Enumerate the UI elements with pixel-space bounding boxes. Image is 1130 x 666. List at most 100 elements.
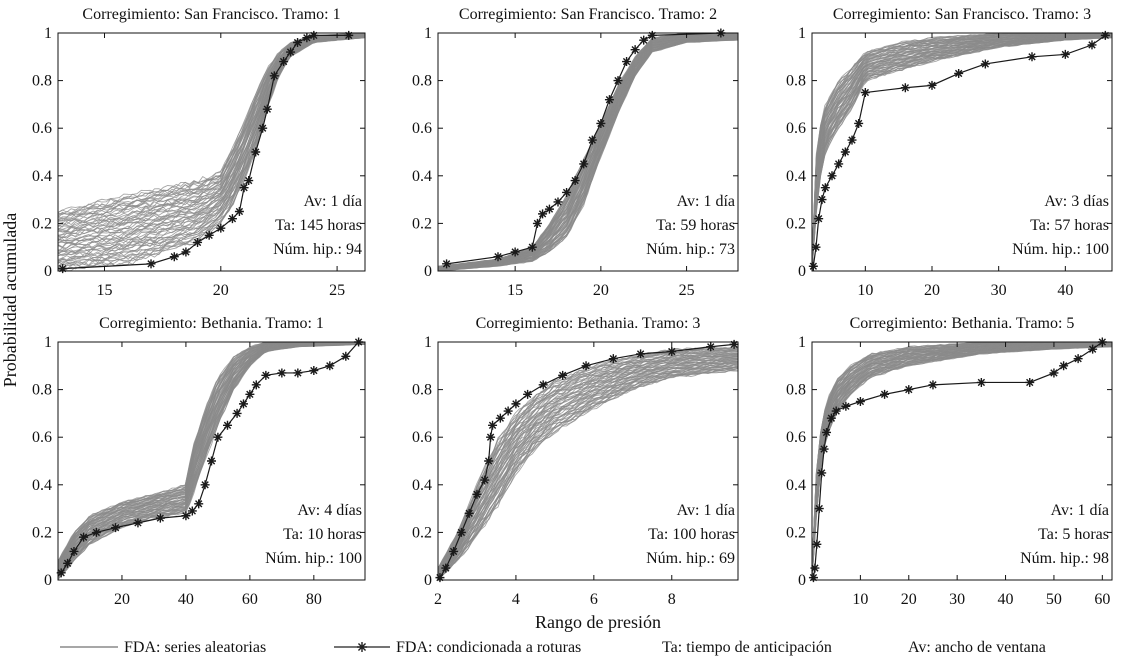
random-series-line bbox=[438, 364, 738, 578]
panel-annotation: Núm. hip.: 100 bbox=[265, 550, 362, 567]
conditional-point bbox=[1073, 354, 1083, 364]
x-tick-label: 15 bbox=[507, 282, 523, 299]
conditional-point bbox=[814, 214, 824, 224]
x-tick-label: 40 bbox=[1057, 282, 1073, 299]
conditional-point bbox=[181, 247, 191, 257]
y-tick-label: 0.2 bbox=[786, 215, 806, 232]
panel-annotation: Núm. hip.: 73 bbox=[646, 241, 735, 258]
conditional-point bbox=[58, 264, 68, 274]
conditional-point bbox=[277, 368, 287, 378]
panel-title: Corregimiento: Bethania. Tramo: 3 bbox=[476, 315, 701, 332]
y-tick-label: 0.8 bbox=[786, 73, 806, 90]
conditional-point bbox=[544, 204, 554, 214]
conditional-point bbox=[269, 71, 279, 81]
conditional-point bbox=[1088, 344, 1098, 354]
conditional-point bbox=[344, 30, 354, 40]
x-tick-label: 6 bbox=[590, 591, 598, 608]
random-series-group bbox=[812, 33, 1112, 271]
legend-label: FDA: series aleatorias bbox=[124, 639, 266, 656]
y-tick-label: 0.4 bbox=[412, 168, 432, 185]
y-axis-label: Probabilidad acumulada bbox=[0, 213, 20, 387]
conditional-point bbox=[510, 247, 520, 257]
panel-annotation: Ta: 10 horas bbox=[283, 526, 362, 543]
conditional-point bbox=[309, 366, 319, 376]
conditional-point bbox=[234, 207, 244, 216]
random-series-line bbox=[438, 355, 738, 573]
y-tick-label: 0.8 bbox=[786, 382, 806, 399]
conditional-point bbox=[834, 159, 844, 169]
conditional-point bbox=[847, 135, 857, 145]
panel-3: Corregimiento: San Francisco. Tramo: 3 0 0… bbox=[786, 6, 1113, 299]
asterisk-icon bbox=[357, 642, 367, 652]
conditional-point bbox=[204, 230, 214, 240]
random-series-line bbox=[58, 33, 365, 216]
conditional-series-markers bbox=[808, 337, 1107, 583]
conditional-point bbox=[227, 214, 237, 224]
panel-annotation: Av: 1 día bbox=[1051, 502, 1109, 519]
conditional-point bbox=[558, 370, 568, 380]
conditional-point bbox=[570, 176, 580, 186]
panel-4: Corregimiento: Bethania. Tramo: 1 0 0.2 0.4… bbox=[32, 315, 366, 608]
panels: Corregimiento: San Francisco. Tramo: 1 0 0… bbox=[32, 6, 1113, 608]
panel-title: Corregimiento: Bethania. Tramo: 5 bbox=[850, 315, 1075, 332]
y-tick-label: 0.2 bbox=[412, 524, 432, 541]
conditional-point bbox=[169, 252, 179, 262]
conditional-point bbox=[91, 527, 101, 537]
legend-item-random: FDA: series aleatorias bbox=[60, 639, 266, 656]
conditional-point bbox=[954, 68, 964, 78]
conditional-point bbox=[216, 223, 226, 233]
axes-frame bbox=[57, 341, 366, 581]
x-tick-label: 25 bbox=[329, 282, 345, 299]
panel-title: Corregimiento: San Francisco. Tramo: 3 bbox=[833, 6, 1091, 23]
panel-title: Corregimiento: Bethania. Tramo: 1 bbox=[99, 315, 324, 332]
conditional-point bbox=[808, 573, 818, 583]
conditional-point bbox=[207, 456, 216, 466]
random-series-line bbox=[438, 353, 738, 572]
conditional-point bbox=[1087, 40, 1097, 50]
x-tick-label: 10 bbox=[852, 591, 868, 608]
x-tick-label: 60 bbox=[1094, 591, 1110, 608]
conditional-point bbox=[232, 408, 242, 418]
conditional-point bbox=[1060, 49, 1070, 59]
panel-annotation: Núm. hip.: 94 bbox=[273, 241, 362, 258]
conditional-point bbox=[56, 568, 66, 578]
panel-5: Corregimiento: Bethania. Tramo: 3 0 0.2 0.4… bbox=[412, 315, 739, 608]
axes-frame bbox=[437, 32, 739, 272]
legend-item-conditional: FDA: condicionada a roturas bbox=[334, 639, 581, 656]
y-tick-label: 0.6 bbox=[32, 120, 52, 137]
x-tick-label: 60 bbox=[242, 591, 258, 608]
conditional-point bbox=[155, 513, 165, 523]
conditional-point bbox=[493, 252, 503, 262]
random-series-line bbox=[438, 354, 738, 574]
random-series-line bbox=[438, 366, 738, 579]
legend: FDA: series aleatorias FDA: condicionada … bbox=[60, 639, 1046, 656]
panel-annotation: Núm. hip.: 98 bbox=[1020, 550, 1109, 567]
conditional-point bbox=[435, 573, 445, 583]
random-series-line bbox=[438, 354, 738, 573]
y-tick-label: 1 bbox=[424, 25, 432, 42]
conditional-point bbox=[222, 420, 232, 430]
y-tick-label: 1 bbox=[798, 25, 806, 42]
conditional-point bbox=[855, 397, 865, 406]
conditional-point bbox=[341, 351, 351, 361]
conditional-point bbox=[111, 523, 121, 533]
conditional-point bbox=[579, 159, 589, 169]
conditional-point bbox=[840, 147, 850, 157]
conditional-point bbox=[245, 389, 255, 399]
conditional-point bbox=[464, 508, 474, 518]
conditional-point bbox=[456, 527, 466, 537]
conditional-point bbox=[79, 532, 89, 542]
conditional-point bbox=[511, 399, 521, 409]
y-tick-label: 0.6 bbox=[786, 429, 806, 446]
conditional-point bbox=[480, 475, 490, 485]
conditional-point bbox=[604, 95, 614, 105]
x-tick-label: 20 bbox=[593, 282, 609, 299]
legend-label: Ta: tiempo de anticipación bbox=[662, 639, 832, 656]
conditional-point bbox=[976, 377, 986, 387]
conditional-point bbox=[488, 420, 498, 430]
conditional-point bbox=[639, 35, 649, 45]
x-tick-label: 25 bbox=[679, 282, 695, 299]
x-axis-label: Rango de presión bbox=[535, 612, 661, 632]
conditional-point bbox=[812, 539, 822, 549]
conditional-point bbox=[187, 506, 197, 516]
